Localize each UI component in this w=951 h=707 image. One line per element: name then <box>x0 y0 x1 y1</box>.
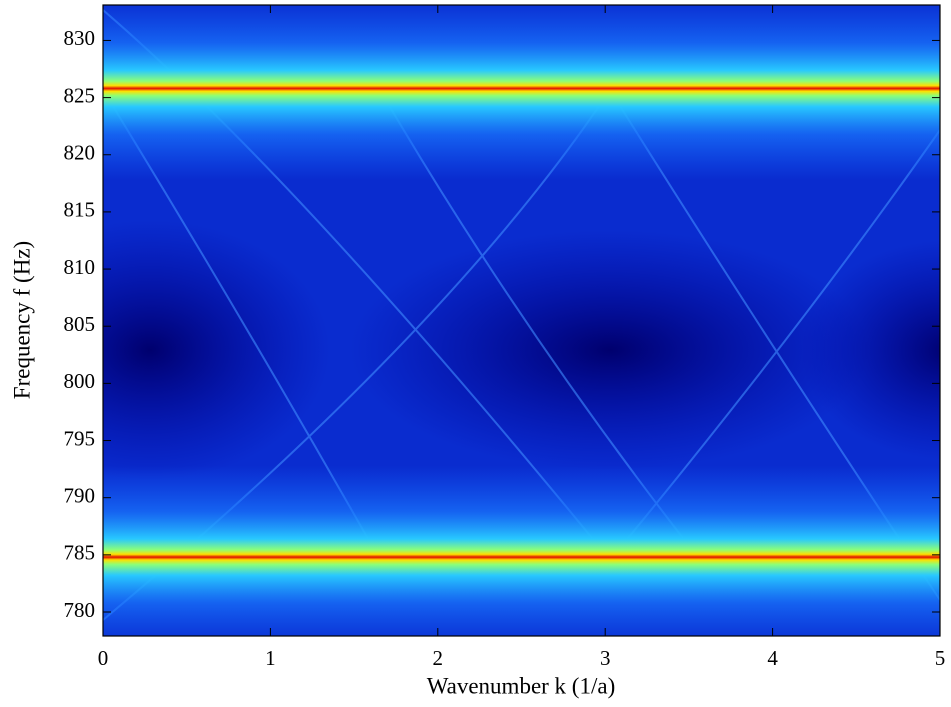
ridge <box>103 465 940 636</box>
y-tick-label: 810 <box>64 255 96 279</box>
x-tick-label: 1 <box>265 646 276 670</box>
y-tick-label: 825 <box>64 83 96 107</box>
shade <box>350 230 870 470</box>
y-tick-label: 785 <box>64 541 96 565</box>
shade <box>800 240 940 460</box>
x-tick-label: 5 <box>935 646 946 670</box>
y-tick-label: 795 <box>64 426 96 450</box>
y-tick-label: 830 <box>64 26 96 50</box>
y-tick-label: 780 <box>64 598 96 622</box>
y-tick-label: 815 <box>64 198 96 222</box>
y-tick-label: 790 <box>64 483 96 507</box>
x-tick-label: 0 <box>98 646 109 670</box>
y-axis-label: Frequency f (Hz) <box>9 241 34 399</box>
ridge <box>103 5 940 180</box>
plot-frame <box>102 4 941 637</box>
x-tick-label: 2 <box>433 646 444 670</box>
x-tick-label: 4 <box>767 646 778 670</box>
y-tick-label: 805 <box>64 312 96 336</box>
x-tick-label: 3 <box>600 646 611 670</box>
x-axis-label: Wavenumber k (1/a) <box>427 673 615 698</box>
shade <box>103 220 330 480</box>
y-tick-label: 800 <box>64 369 96 393</box>
y-tick-label: 820 <box>64 141 96 165</box>
